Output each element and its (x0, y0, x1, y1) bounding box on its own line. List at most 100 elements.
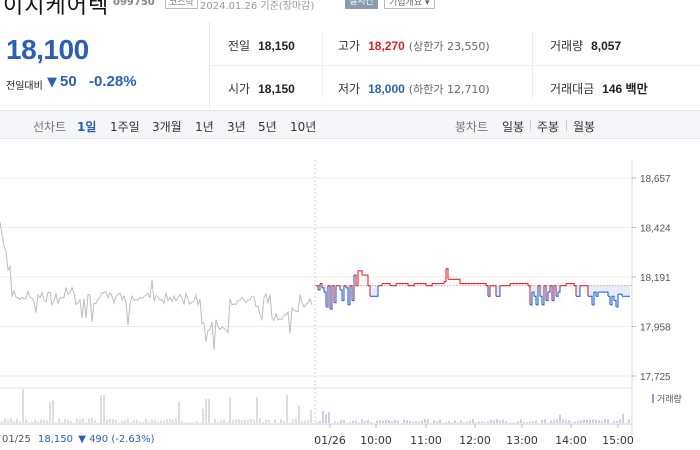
today-below-ref-fill (602, 285, 606, 293)
today-series-segment (420, 283, 427, 286)
today-series-segment (402, 283, 409, 286)
today-below-ref-fill (590, 285, 592, 297)
today-below-ref-fill (340, 285, 342, 290)
today-series-segment (346, 287, 349, 305)
tab-5year[interactable]: 5년 (258, 120, 277, 134)
x-tick-label: 14:00 (555, 434, 587, 447)
today-series-segment (500, 283, 511, 287)
today-series-segment (538, 285, 541, 297)
today-below-ref-fill (348, 285, 350, 305)
today-below-ref-fill (618, 285, 622, 295)
today-series-segment (558, 285, 561, 293)
company-info-button[interactable]: 기업개요 ▾ (384, 0, 435, 9)
today-series-segment (592, 292, 595, 306)
current-price: 18,100 (6, 34, 89, 65)
today-series-segment (330, 285, 333, 310)
y-tick-label: 17,725 (640, 372, 671, 383)
tab-1day[interactable]: 1일 (77, 120, 97, 134)
realtime-button[interactable]: 실시간 (345, 0, 378, 9)
line-chart-label: 선차트 (33, 120, 67, 134)
today-series-segment (540, 295, 543, 305)
x-tick-label: 12:00 (459, 434, 491, 447)
tab-daily-candle[interactable]: 일봉 (502, 120, 525, 134)
tab-monthly-candle[interactable]: 월봉 (573, 120, 596, 134)
today-series-segment (440, 281, 445, 285)
tab-1year[interactable]: 1년 (195, 120, 214, 134)
volume-legend: 거래량 (652, 392, 682, 405)
divider (532, 32, 533, 98)
today-series-segment (498, 285, 501, 297)
today-series-segment (354, 274, 357, 286)
today-series-segment (614, 300, 617, 307)
prev-day-summary: 01/25 18,150 ▼ 490 (-2.63%) (2, 434, 155, 445)
today-series-segment (348, 285, 351, 306)
today-series-segment (488, 285, 491, 297)
today-series-segment (590, 295, 593, 305)
y-tick-label: 18,657 (640, 174, 671, 185)
today-series-segment (578, 285, 581, 297)
today-series-segment (494, 285, 497, 297)
today-below-ref-fill (326, 285, 328, 307)
today-series-segment (608, 295, 611, 305)
today-below-ref-fill (324, 285, 326, 293)
today-series-segment (390, 283, 397, 287)
today-series-segment (586, 285, 589, 297)
today-below-ref-fill (496, 285, 498, 297)
tab-10year[interactable]: 10년 (290, 120, 317, 134)
down-arrow-icon: ▼ (47, 75, 57, 90)
today-series-segment (358, 270, 363, 276)
today-series-segment (426, 283, 433, 287)
today-series-segment (328, 285, 331, 310)
divider (322, 32, 323, 98)
stat-value: 146 백만 (602, 82, 648, 96)
today-below-ref-fill (376, 285, 378, 297)
today-below-ref-fill (322, 285, 324, 288)
today-series-segment (528, 285, 531, 305)
today-series-segment (554, 285, 557, 297)
today-series-segment (486, 285, 489, 297)
today-series-segment (530, 292, 533, 306)
today-below-ref-fill (532, 285, 534, 293)
today-series-segment (446, 268, 449, 280)
stat-label: 거래량 (550, 39, 584, 53)
tab-3year[interactable]: 3년 (227, 120, 246, 134)
today-series-segment (544, 285, 547, 301)
today-series-segment (408, 283, 415, 287)
stat-amount: 거래대금 146 백만 (550, 80, 648, 97)
today-series-segment (552, 285, 555, 302)
y-tick-label: 18,424 (640, 224, 671, 235)
today-series-segment (562, 283, 567, 287)
prev-day-date: 01/25 (2, 434, 31, 445)
market-badge: 코스닥 (165, 0, 198, 9)
tab-3month[interactable]: 3개월 (152, 120, 182, 134)
prev-day-series-line (0, 222, 313, 350)
stat-prev-close: 전일 18,150 (228, 37, 295, 54)
today-below-ref-fill (346, 285, 348, 288)
tab-weekly-candle[interactable]: 주봉 (537, 120, 560, 134)
today-below-ref-fill (530, 285, 532, 305)
stat-value: 18,270 (368, 39, 405, 53)
today-below-ref-fill (546, 285, 548, 301)
today-below-ref-fill (578, 285, 580, 297)
today-below-ref-fill (318, 285, 320, 290)
today-below-ref-fill (536, 285, 538, 305)
intraday-chart[interactable]: 18,657 18,424 18,191 17,958 17,725 01/26 10:00… (0, 140, 700, 450)
today-below-ref-fill (558, 285, 560, 293)
today-series-segment (356, 270, 359, 287)
today-series-segment (344, 285, 347, 288)
today-series-segment (548, 285, 551, 293)
today-below-ref-fill (352, 285, 354, 301)
divider (210, 65, 700, 66)
candle-chart-label: 봉차트 (455, 120, 489, 134)
today-below-ref-fill (342, 285, 344, 301)
today-series-segment (334, 285, 337, 304)
today-series-segment (480, 283, 487, 286)
prev-day-price: 18,150 (38, 434, 74, 445)
today-series-segment (352, 275, 355, 302)
today-series-segment (556, 292, 559, 297)
price-chart-svg[interactable]: 18,657 18,424 18,191 17,958 17,725 01/26 10:00… (0, 140, 700, 450)
tab-1week[interactable]: 1주일 (110, 120, 140, 134)
today-series-segment (612, 295, 615, 301)
today-below-ref-fill (534, 285, 536, 297)
y-tick-label: 17,958 (640, 323, 671, 334)
